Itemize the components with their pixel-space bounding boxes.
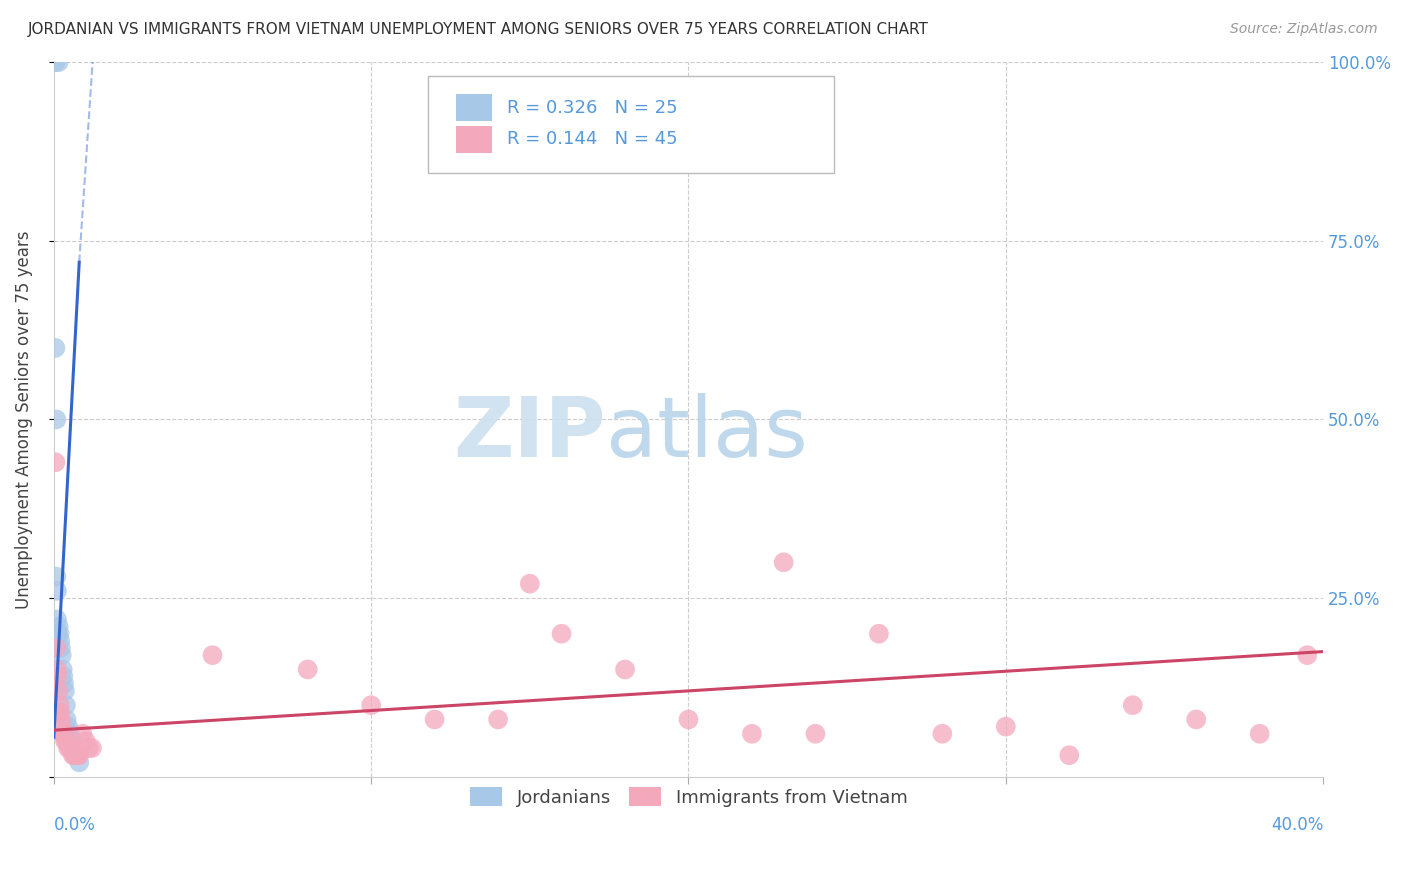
Point — [550, 626, 572, 640]
Point — [77, 741, 100, 756]
Point — [46, 626, 69, 640]
Text: R = 0.144   N = 45: R = 0.144 N = 45 — [508, 130, 678, 148]
Point — [62, 748, 84, 763]
Text: JORDANIAN VS IMMIGRANTS FROM VIETNAM UNEMPLOYMENT AMONG SENIORS OVER 75 YEARS CO: JORDANIAN VS IMMIGRANTS FROM VIETNAM UNE… — [28, 22, 929, 37]
Point — [53, 734, 76, 748]
Point — [46, 670, 69, 684]
Point — [80, 741, 103, 756]
Text: R = 0.326   N = 25: R = 0.326 N = 25 — [508, 99, 678, 117]
Point — [48, 55, 70, 70]
Point — [49, 706, 72, 720]
Point — [65, 748, 87, 763]
Point — [994, 720, 1017, 734]
Point — [67, 756, 90, 770]
Point — [66, 748, 89, 763]
Point — [55, 734, 77, 748]
Point — [55, 698, 77, 713]
Point — [48, 626, 70, 640]
Point — [56, 720, 79, 734]
Point — [201, 648, 224, 662]
Point — [48, 619, 70, 633]
Point — [59, 741, 82, 756]
Point — [60, 741, 83, 756]
Point — [45, 412, 67, 426]
Point — [519, 576, 541, 591]
Point — [44, 341, 66, 355]
Point — [48, 684, 70, 698]
Point — [45, 569, 67, 583]
Point — [46, 612, 69, 626]
Legend: Jordanians, Immigrants from Vietnam: Jordanians, Immigrants from Vietnam — [463, 780, 915, 814]
Text: atlas: atlas — [606, 393, 807, 475]
Text: Source: ZipAtlas.com: Source: ZipAtlas.com — [1230, 22, 1378, 37]
Point — [1059, 748, 1081, 763]
Point — [772, 555, 794, 569]
Point — [52, 727, 75, 741]
Point — [1185, 713, 1208, 727]
Point — [614, 663, 637, 677]
Point — [868, 626, 890, 640]
Text: 0.0%: 0.0% — [53, 816, 96, 834]
Point — [741, 727, 763, 741]
Point — [55, 713, 77, 727]
Point — [72, 727, 94, 741]
Point — [52, 727, 75, 741]
Point — [59, 727, 82, 741]
Point — [75, 734, 97, 748]
Point — [56, 741, 79, 756]
Y-axis label: Unemployment Among Seniors over 75 years: Unemployment Among Seniors over 75 years — [15, 230, 32, 608]
Point — [51, 720, 73, 734]
Text: 40.0%: 40.0% — [1271, 816, 1323, 834]
Point — [52, 663, 75, 677]
Point — [931, 727, 953, 741]
Point — [1249, 727, 1271, 741]
Point — [49, 640, 72, 655]
Point — [360, 698, 382, 713]
FancyBboxPatch shape — [429, 77, 834, 173]
Point — [1122, 698, 1144, 713]
Point — [65, 748, 87, 763]
Point — [678, 713, 700, 727]
Point — [45, 640, 67, 655]
FancyBboxPatch shape — [456, 126, 492, 153]
Point — [60, 734, 83, 748]
Point — [44, 55, 66, 70]
Point — [44, 455, 66, 469]
Point — [62, 741, 84, 756]
Text: ZIP: ZIP — [454, 393, 606, 475]
Point — [423, 713, 446, 727]
Point — [46, 663, 69, 677]
Point — [53, 677, 76, 691]
Point — [486, 713, 509, 727]
Point — [1296, 648, 1319, 662]
Point — [297, 663, 319, 677]
Point — [48, 698, 70, 713]
Point — [49, 713, 72, 727]
Point — [804, 727, 827, 741]
Point — [49, 633, 72, 648]
Point — [51, 648, 73, 662]
Point — [53, 684, 76, 698]
Point — [52, 670, 75, 684]
Point — [63, 748, 86, 763]
Point — [67, 748, 90, 763]
Point — [46, 583, 69, 598]
FancyBboxPatch shape — [456, 95, 492, 121]
